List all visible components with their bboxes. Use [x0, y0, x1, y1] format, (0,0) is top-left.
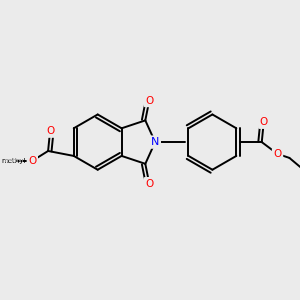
Text: O: O	[145, 178, 153, 189]
Text: N: N	[151, 137, 159, 147]
Text: methyl: methyl	[2, 158, 26, 164]
Text: O: O	[260, 117, 268, 128]
Text: O: O	[28, 156, 36, 166]
Text: O: O	[46, 126, 54, 136]
Text: O: O	[145, 96, 153, 106]
Text: O: O	[273, 149, 282, 159]
Text: methyl: methyl	[5, 158, 24, 163]
